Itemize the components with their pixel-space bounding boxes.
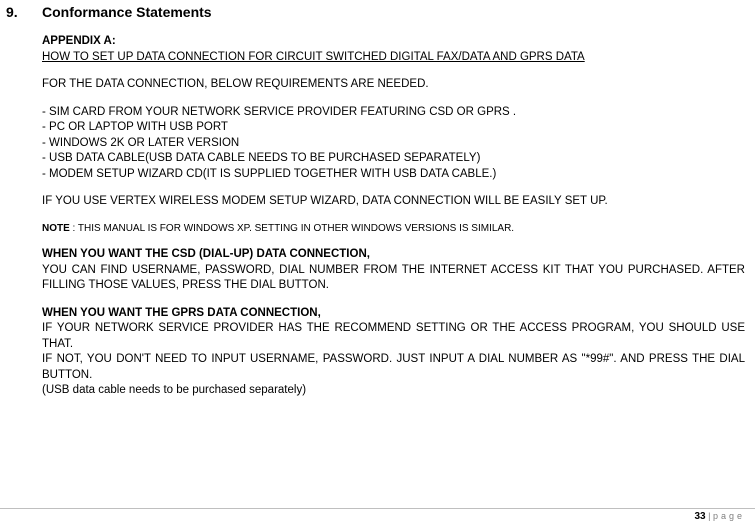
gprs-title: WHEN YOU WANT THE GPRS DATA CONNECTION, <box>42 306 745 322</box>
csd-body: YOU CAN FIND USERNAME, PASSWORD, DIAL NU… <box>42 263 745 294</box>
page-footer: 33 | page <box>0 508 755 522</box>
wizard-line: IF YOU USE VERTEX WIRELESS MODEM SETUP W… <box>42 194 745 210</box>
appendix-block: APPENDIX A: HOW TO SET UP DATA CONNECTIO… <box>42 34 745 65</box>
section-number: 9. <box>0 4 42 20</box>
note-text: : THIS MANUAL IS FOR WINDOWS XP. SETTING… <box>70 223 514 234</box>
section-heading: 9. Conformance Statements <box>0 4 745 20</box>
requirement-item: - SIM CARD FROM YOUR NETWORK SERVICE PRO… <box>42 105 745 121</box>
section-body: APPENDIX A: HOW TO SET UP DATA CONNECTIO… <box>0 34 745 399</box>
intro-line: FOR THE DATA CONNECTION, BELOW REQUIREME… <box>42 77 745 93</box>
requirements-list: - SIM CARD FROM YOUR NETWORK SERVICE PRO… <box>42 105 745 183</box>
note-line: NOTE : THIS MANUAL IS FOR WINDOWS XP. SE… <box>42 222 745 236</box>
footer-separator: | <box>706 511 713 521</box>
gprs-line: IF YOUR NETWORK SERVICE PROVIDER HAS THE… <box>42 321 745 352</box>
csd-title: WHEN YOU WANT THE CSD (DIAL-UP) DATA CON… <box>42 247 745 263</box>
gprs-line: IF NOT, YOU DON'T NEED TO INPUT USERNAME… <box>42 352 745 383</box>
requirement-item: - USB DATA CABLE(USB DATA CABLE NEEDS TO… <box>42 151 745 167</box>
gprs-block: WHEN YOU WANT THE GPRS DATA CONNECTION, … <box>42 306 745 399</box>
gprs-line: (USB data cable needs to be purchased se… <box>42 383 745 399</box>
section-title: Conformance Statements <box>42 4 212 20</box>
requirement-item: - WINDOWS 2K OR LATER VERSION <box>42 136 745 152</box>
appendix-title: HOW TO SET UP DATA CONNECTION FOR CIRCUI… <box>42 50 745 66</box>
appendix-label: APPENDIX A: <box>42 34 745 50</box>
csd-block: WHEN YOU WANT THE CSD (DIAL-UP) DATA CON… <box>42 247 745 294</box>
requirement-item: - MODEM SETUP WIZARD CD(IT IS SUPPLIED T… <box>42 167 745 183</box>
requirement-item: - PC OR LAPTOP WITH USB PORT <box>42 120 745 136</box>
footer-label: page <box>713 511 745 521</box>
document-page: 9. Conformance Statements APPENDIX A: HO… <box>0 0 755 526</box>
page-number: 33 <box>695 511 706 522</box>
note-label: NOTE <box>42 223 70 234</box>
